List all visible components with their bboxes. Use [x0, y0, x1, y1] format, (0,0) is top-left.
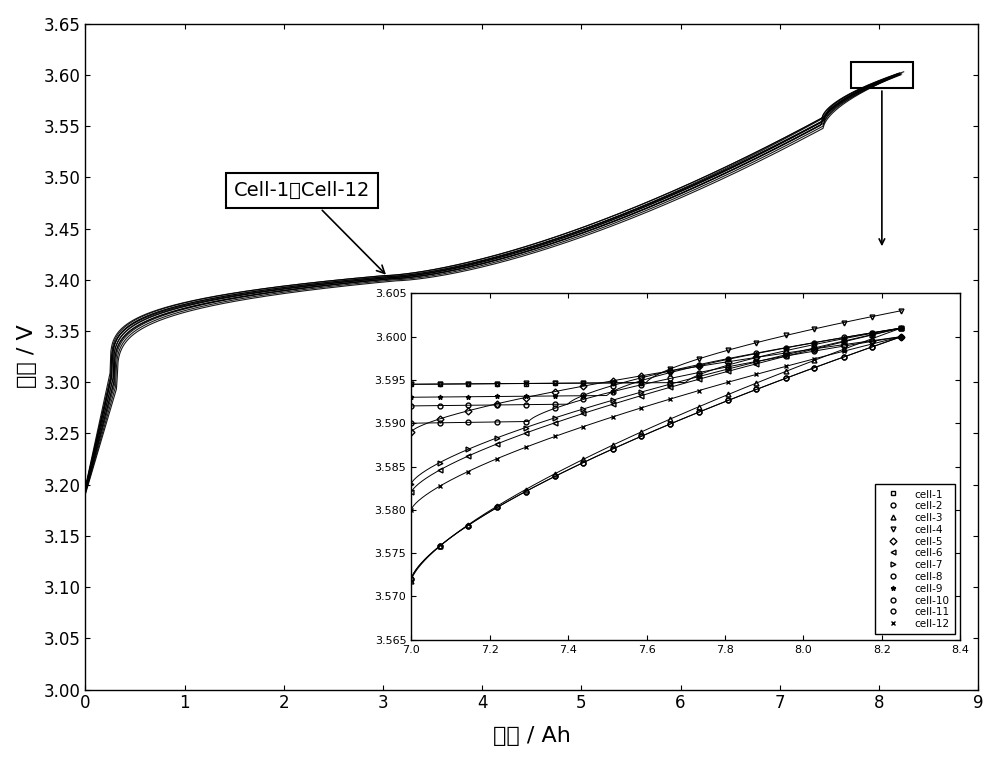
X-axis label: 容量 / Ah: 容量 / Ah	[493, 726, 571, 746]
Y-axis label: 电压 / V: 电压 / V	[17, 325, 37, 388]
Bar	[851, 62, 913, 89]
Text: Cell-1～Cell-12: Cell-1～Cell-12	[234, 181, 385, 273]
